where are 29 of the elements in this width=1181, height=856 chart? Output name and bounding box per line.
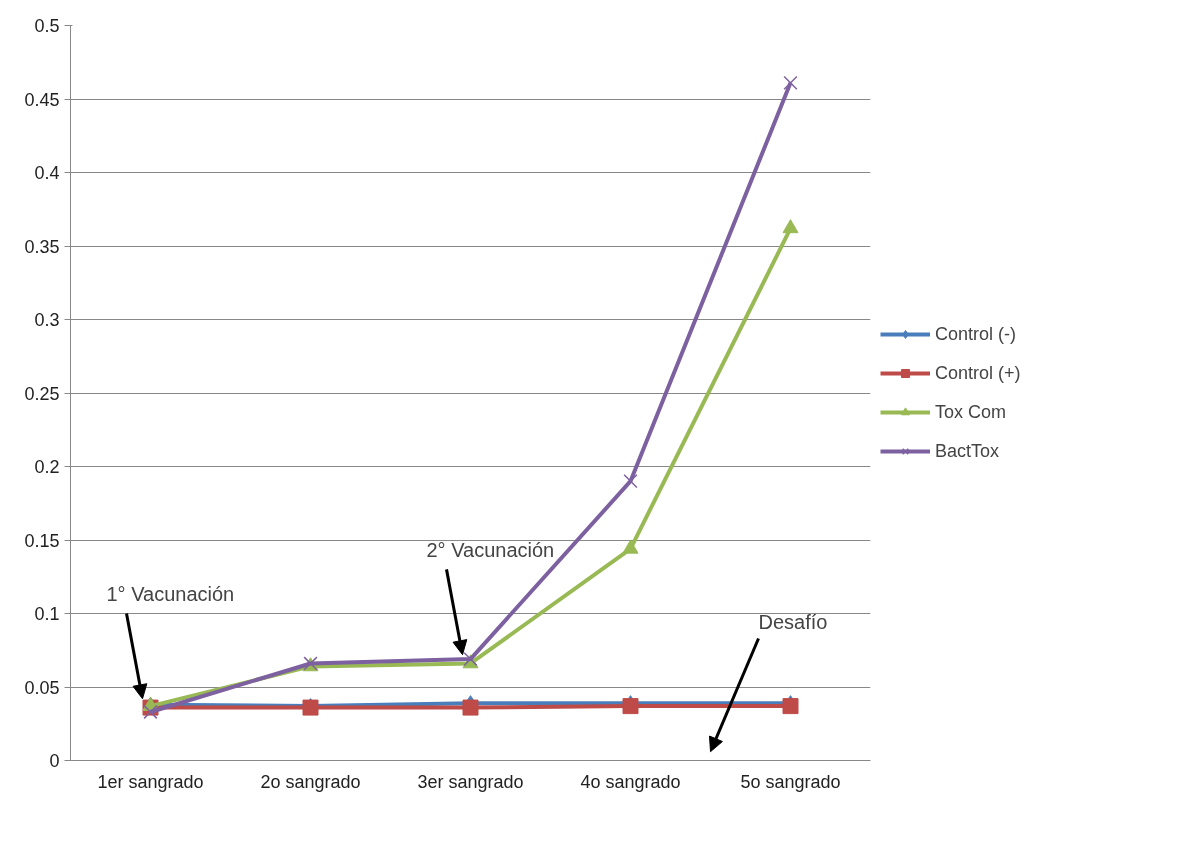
y-tick-label: 0.5 <box>34 16 60 36</box>
point <box>783 75 798 90</box>
y-tick-label: 0.2 <box>34 457 60 477</box>
legend-label: Tox Com <box>935 401 1007 423</box>
y-tick-label: 0.15 <box>24 530 60 551</box>
y-tick-label: 0.4 <box>34 163 60 183</box>
point <box>143 704 158 720</box>
x-tick-label: 2o sangrado <box>260 771 361 792</box>
point <box>622 539 639 554</box>
annotation: 1° Vacunación <box>106 582 235 605</box>
x-tick-label: 4o sangrado <box>580 771 681 792</box>
x-tick-label: 5o sangrado <box>740 771 841 792</box>
y-tick-label: 0 <box>49 751 60 771</box>
x-tick-label: 3er sangrado <box>417 771 524 792</box>
legend-label: Control (-) <box>935 323 1017 345</box>
y-tick-label: 0.05 <box>24 677 60 698</box>
point <box>623 474 638 489</box>
legend-label: Control (+) <box>935 362 1021 384</box>
point <box>462 699 479 716</box>
y-tick-label: 0.25 <box>24 383 60 404</box>
y-tick-label: 0.1 <box>34 604 60 624</box>
annotation: Desafío <box>758 610 828 633</box>
legend-label: BactTox <box>935 440 1000 462</box>
y-tick-label: 0.45 <box>24 89 60 110</box>
x-tick-label: 1er sangrado <box>97 771 204 792</box>
annotation: 2° Vacunación <box>426 538 555 561</box>
point <box>782 219 799 234</box>
y-tick-label: 0.3 <box>34 310 60 330</box>
y-tick-label: 0.35 <box>24 236 60 257</box>
